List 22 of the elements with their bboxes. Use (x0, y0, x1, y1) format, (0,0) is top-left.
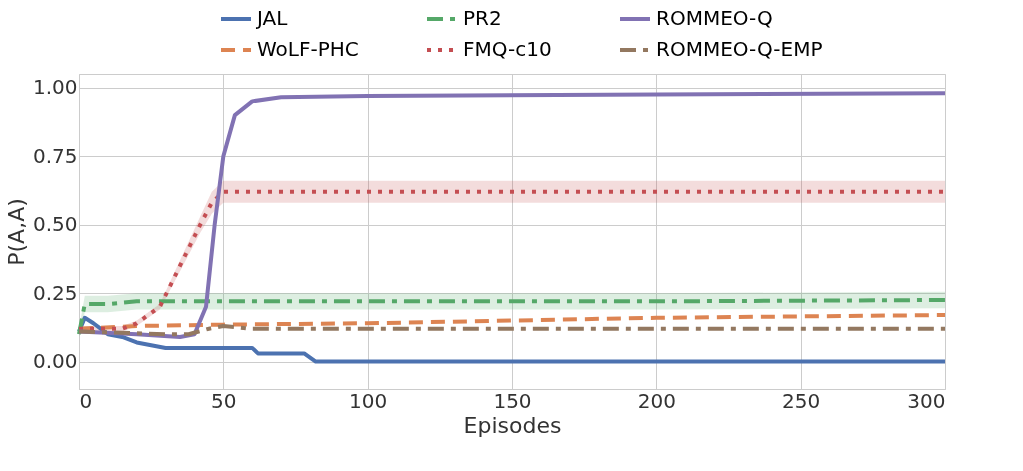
legend-label: ROMMEO-Q-EMP (656, 37, 823, 61)
legend-label: JAL (255, 6, 289, 30)
x-axis-title: Episodes (463, 412, 562, 438)
y-tick-label: 0.00 (32, 349, 78, 374)
line-series (77, 315, 947, 364)
x-tick-label: 50 (211, 388, 237, 413)
y-tick-label: 1.00 (32, 75, 78, 100)
legend-label: WoLF-PHC (257, 37, 359, 61)
legend-label: FMQ-c10 (463, 37, 552, 61)
x-tick-label: 100 (349, 388, 388, 413)
x-tick-label: 300 (907, 388, 946, 413)
x-tick-label: 150 (493, 388, 532, 413)
line-series (77, 324, 947, 337)
legend-label: PR2 (463, 6, 502, 30)
legend-label: ROMMEO-Q (656, 6, 773, 30)
x-tick-label: 0 (79, 388, 93, 413)
y-axis-title: P(A,A) (3, 198, 29, 266)
y-tick-label: 0.50 (32, 212, 78, 237)
x-tick-label: 200 (637, 388, 676, 413)
x-tick-label: 250 (782, 388, 821, 413)
y-tick-label: 0.75 (32, 143, 78, 168)
y-tick-label: 0.25 (32, 280, 78, 305)
